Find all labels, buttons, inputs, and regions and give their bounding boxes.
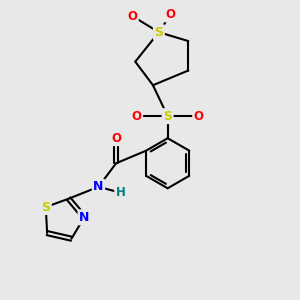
Text: H: H: [116, 186, 125, 199]
Text: S: S: [163, 110, 172, 123]
Text: N: N: [93, 180, 104, 193]
Text: S: S: [41, 200, 50, 214]
Text: S: S: [154, 26, 163, 39]
Text: O: O: [127, 10, 137, 22]
Text: N: N: [79, 211, 89, 224]
Text: O: O: [194, 110, 204, 123]
Text: O: O: [166, 8, 176, 21]
Text: O: O: [111, 132, 121, 145]
Text: O: O: [132, 110, 142, 123]
